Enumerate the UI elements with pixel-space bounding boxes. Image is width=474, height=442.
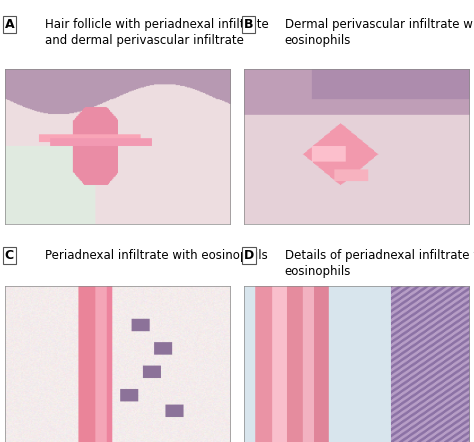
Text: C: C bbox=[5, 248, 14, 262]
Text: Periadnexal infiltrate with eosinophils: Periadnexal infiltrate with eosinophils bbox=[45, 248, 268, 262]
Text: A: A bbox=[5, 18, 14, 31]
Text: Dermal perivascular infiltrate with
eosinophils: Dermal perivascular infiltrate with eosi… bbox=[284, 18, 474, 47]
Text: Hair follicle with periadnexal infiltrate
and dermal perivascular infiltrate: Hair follicle with periadnexal infiltrat… bbox=[45, 18, 269, 47]
Text: B: B bbox=[244, 18, 254, 31]
Text: Details of periadnexal infiltrate with
eosinophils: Details of periadnexal infiltrate with e… bbox=[284, 248, 474, 278]
Text: D: D bbox=[244, 248, 255, 262]
